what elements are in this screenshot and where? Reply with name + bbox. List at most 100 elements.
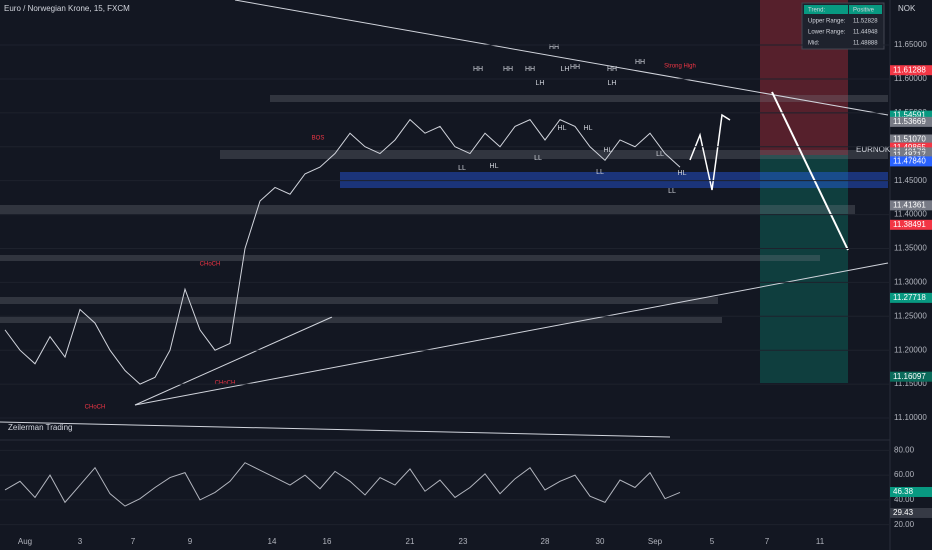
price-badge-label: 11.61288 [893,65,926,74]
structure-label: Strong High [664,64,696,70]
zone [270,95,888,102]
projection-arrow [771,91,849,251]
info-value: 11.52828 [853,19,878,25]
structure-label: CHoCH [200,262,221,268]
structure-label: HH [525,66,535,73]
trendline [0,421,671,438]
structure-label: HL [584,125,593,132]
trendline [134,262,889,406]
y-tick-label: 11.65000 [894,40,927,49]
structure-label: LH [536,80,545,87]
price-badge-label: 11.47840 [893,157,926,166]
zone [0,255,820,261]
trendline [134,316,333,406]
price-badge-label: 11.16097 [893,372,926,381]
x-tick-label: 21 [406,537,415,546]
x-tick-label: 23 [459,537,468,546]
y-tick-label: 11.60000 [894,74,927,83]
info-label: Mid: [808,41,820,47]
price-line [4,462,681,507]
x-tick-label: 7 [765,537,770,546]
trend-cell [804,5,848,14]
structure-label: LL [668,188,676,195]
structure-label: LL [596,169,604,176]
info-value: 11.44948 [853,30,878,36]
structure-label: LL [656,151,664,158]
trend-cell [849,5,882,14]
y-tick-label: 11.30000 [894,278,927,287]
price-badge-label: 46.38 [893,487,914,496]
x-tick-label: 7 [131,537,136,546]
price-badge-label: 11.27718 [893,293,926,302]
price-badge [890,292,932,303]
x-tick-label: Aug [18,537,32,546]
y-tick-label: 11.15000 [894,379,927,388]
price-badge [890,219,932,230]
price-badge [890,134,932,145]
info-value: Positive [853,8,875,14]
x-tick-label: 11 [816,537,825,546]
y-tick-label: 11.45000 [894,176,927,185]
structure-label: HH [549,44,559,51]
structure-label: LH [608,80,617,87]
x-tick-label: 5 [710,537,715,546]
trendline [234,0,889,116]
y-tick-label: 11.10000 [894,413,927,422]
zone [0,297,718,304]
x-tick-label: 30 [596,537,605,546]
zone [220,150,888,159]
structure-label: HH [570,64,580,71]
structure-label: HL [558,125,567,132]
price-line [4,118,681,385]
info-label: Lower Range: [808,30,846,36]
price-badge-label: 11.53669 [893,117,926,126]
price-badge-label: 11.38491 [893,220,926,229]
structure-label: HL [490,163,499,170]
zone [0,317,722,323]
info-label: Trend: [808,8,825,14]
price-badge [890,110,932,121]
structure-label: HL [678,170,687,177]
price-badge [890,486,932,497]
currency: NOK [898,4,916,13]
y-tick-label: 11.35000 [894,244,927,253]
projection-arrow [689,113,731,191]
structure-label: LL [458,165,466,172]
structure-label: HL [604,147,613,154]
demand-zone [340,172,888,188]
watermark: Zeilerman Trading [8,423,72,432]
price-badge [890,156,932,167]
y-tick-label: 60.00 [894,470,915,479]
zone [0,205,855,214]
info-label: Upper Range: [808,19,846,25]
x-tick-label: 16 [323,537,332,546]
y-tick-label: 11.20000 [894,345,927,354]
price-badge-label: 11.49865 [893,143,926,152]
target-zone [760,155,848,383]
title: Euro / Norwegian Krone, 15, FXCM [4,4,130,13]
structure-label: CHoCH [85,405,106,411]
structure-label: LL [534,155,542,162]
price-badge [890,507,932,518]
price-badge-label: 11.54591 [893,111,926,120]
price-badge [890,65,932,76]
price-badge [890,371,932,382]
price-badge [890,200,932,211]
structure-label: BOS [312,136,325,142]
y-tick-label: 11.40000 [894,210,927,219]
structure-label: HH [473,66,483,73]
info-value: 11.48888 [853,41,878,47]
x-tick-label: 28 [541,537,550,546]
structure-label: CHoCH [215,381,236,387]
x-tick-label: 9 [188,537,193,546]
y-tick-label: 40.00 [894,495,915,504]
price-badge [890,116,932,127]
x-tick-label: 14 [268,537,277,546]
price-badge-label: 29.43 [893,508,914,517]
structure-label: LH [561,66,570,73]
y-tick-label: 80.00 [894,445,915,454]
structure-label: HH [635,59,645,66]
structure-label: HH [607,66,617,73]
